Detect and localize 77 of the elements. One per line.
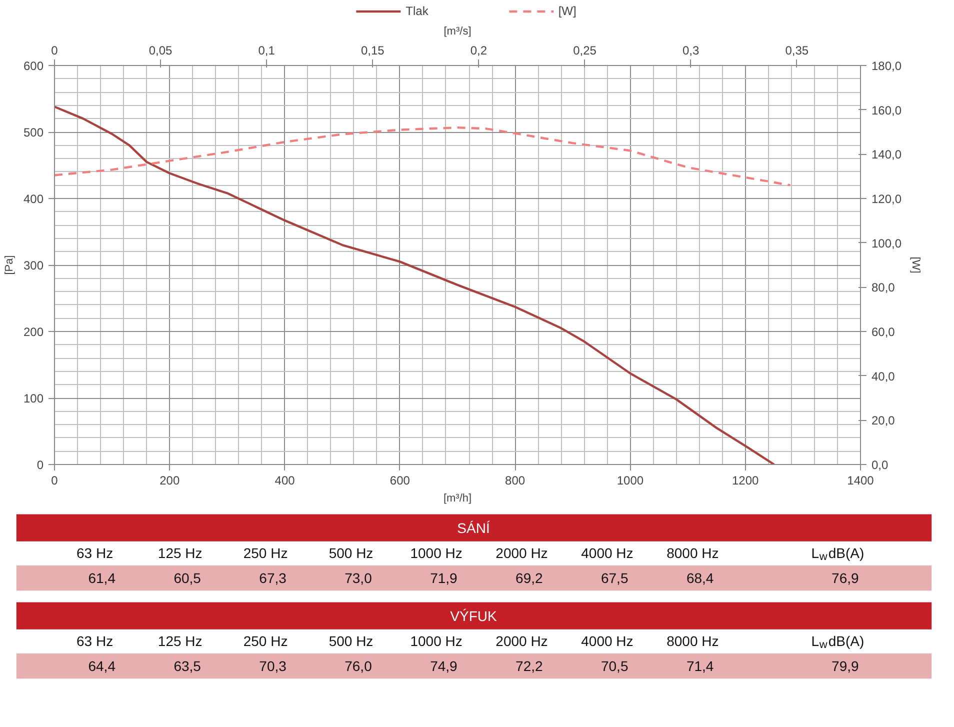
y2-tick-label: 60,0 (872, 325, 896, 339)
category-label: 4000 Hz (581, 544, 634, 561)
text: 70,3 (259, 658, 286, 674)
text: 67,3 (259, 570, 286, 586)
text: 73,0 (344, 570, 372, 586)
text: 61,4 (88, 570, 116, 586)
category-label: 250 Hz (243, 632, 288, 649)
category-label: 125 Hz (158, 544, 202, 561)
text: 67,5 (600, 570, 628, 586)
x2-axis-title: [m³/s] (444, 26, 472, 38)
y2-tick-label: 140,0 (872, 148, 902, 162)
category-label: 8000 Hz (666, 544, 719, 561)
text: 79,9 (832, 658, 859, 674)
y2-tick-label: 160,0 (872, 103, 902, 118)
y-tick-label: 400 (23, 192, 44, 206)
text: 71,4 (686, 658, 714, 674)
y-tick-label: 0 (36, 458, 44, 472)
text: 64,4 (88, 658, 116, 674)
category-label: 4000 Hz (581, 632, 634, 649)
x-tick-label: 1200 (732, 474, 760, 488)
y-tick-label: 500 (23, 126, 44, 140)
text: SÁNÍ (457, 520, 490, 536)
category-label: 63 Hz (76, 632, 114, 649)
category-label: 500 Hz (328, 544, 374, 561)
x2-tick-label: 0,2 (470, 44, 488, 58)
x2-tick-label: 0,25 (573, 44, 597, 58)
x2-tick-label: 0,15 (360, 44, 385, 58)
y2-tick-label: 20,0 (872, 414, 896, 428)
x2-tick-label: 0,05 (148, 44, 173, 58)
text: 76,9 (832, 570, 859, 586)
text: 60,5 (174, 570, 201, 586)
y2-tick-label: 80,0 (872, 280, 896, 295)
category-label: 2000 Hz (496, 544, 548, 561)
y-tick-label: 300 (23, 258, 44, 272)
y2-axis-title: [W] (910, 256, 922, 274)
line-series (54, 126, 792, 186)
line-series (54, 106, 776, 464)
category-label: 8000 Hz (666, 632, 719, 649)
text: 68,4 (686, 570, 714, 586)
x-tick-label: 1000 (616, 474, 644, 488)
category-label: 63 Hz (76, 544, 114, 561)
legend-label: Tlak (406, 4, 428, 18)
x-tick-label: 800 (505, 474, 526, 488)
x2-tick-label: 0 (51, 44, 58, 58)
y2-tick-label: 100,0 (872, 236, 902, 250)
category-label: 1000 Hz (410, 544, 462, 561)
text: 63,5 (174, 658, 201, 674)
text: 74,9 (430, 658, 458, 674)
text: 70,5 (600, 658, 628, 674)
text: 72,2 (516, 658, 543, 674)
x-axis-title: [m³/h] (443, 492, 472, 504)
legend-label: [W] (558, 4, 578, 18)
category-label: 1000 Hz (410, 632, 462, 649)
y-tick-label: 100 (23, 392, 44, 406)
x-tick-label: 200 (160, 474, 180, 488)
y2-tick-label: 0,0 (872, 458, 889, 472)
x-tick-label: 0 (51, 474, 58, 488)
x2-tick-label: 0,35 (785, 44, 809, 58)
text: 69,2 (516, 570, 543, 586)
category-label: 500 Hz (328, 632, 374, 649)
x-tick-label: 600 (390, 474, 410, 488)
text: VÝFUK (450, 608, 498, 624)
y2-tick-label: 180,0 (872, 59, 902, 73)
x2-tick-label: 0,3 (682, 44, 700, 58)
x2-tick-label: 0,1 (258, 44, 276, 58)
x-tick-label: 1400 (847, 474, 874, 488)
y-axis-title: [Pa] (3, 255, 16, 275)
category-label: 125 Hz (158, 632, 202, 649)
y-tick-label: 200 (23, 325, 44, 339)
category-label: 2000 Hz (496, 632, 548, 649)
text: 71,9 (430, 570, 458, 586)
y2-tick-label: 40,0 (872, 369, 896, 384)
x-tick-label: 400 (274, 474, 296, 488)
y2-tick-label: 120,0 (872, 192, 902, 206)
category-label: 250 Hz (243, 544, 288, 561)
y-tick-label: 600 (23, 59, 44, 73)
text: 76,0 (344, 658, 372, 674)
